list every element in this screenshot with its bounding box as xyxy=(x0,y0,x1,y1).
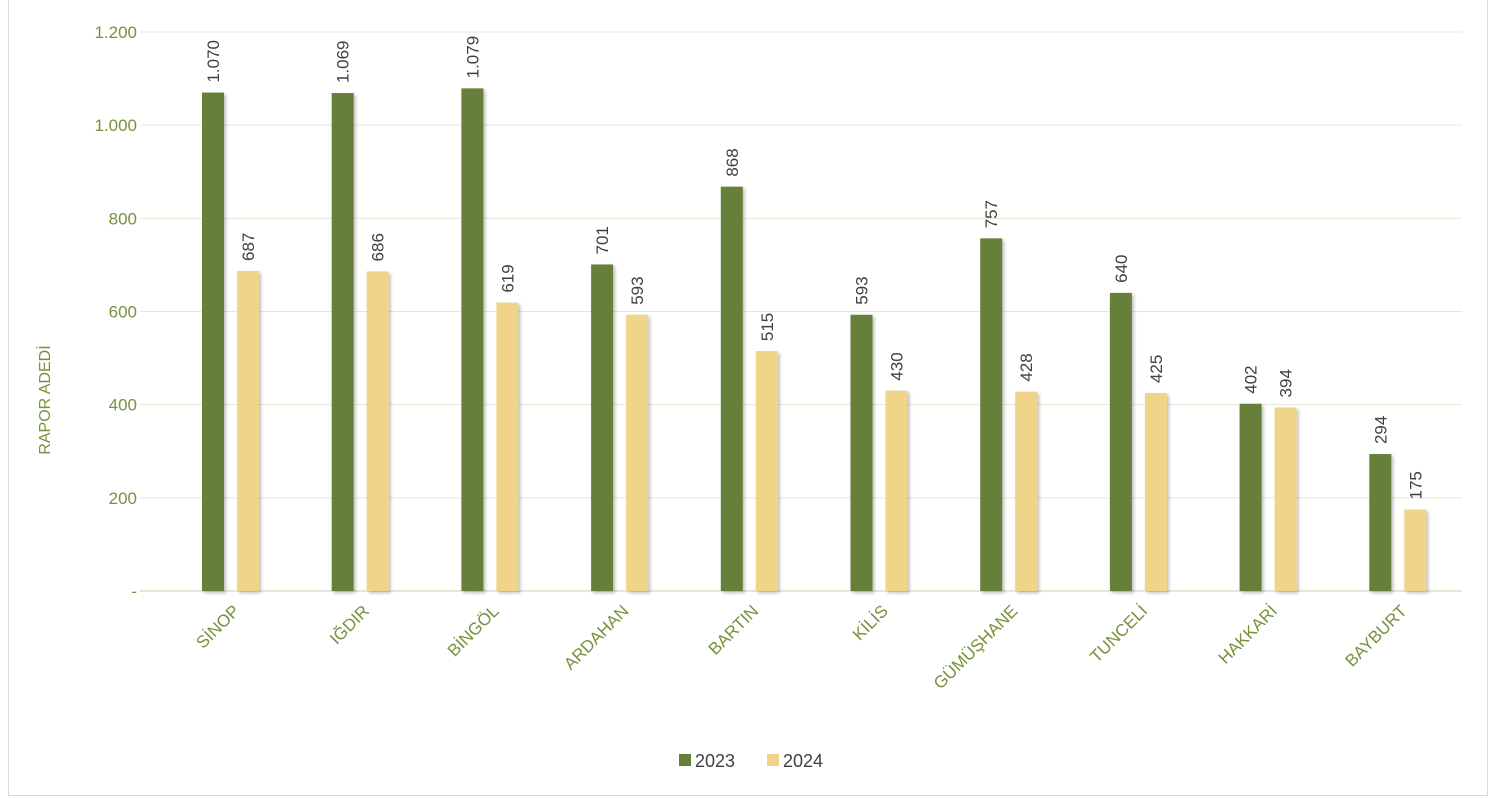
x-tick-label: HAKKARİ xyxy=(1215,601,1281,667)
bar-2024-6 xyxy=(1015,391,1038,591)
bar-2023-9 xyxy=(1369,454,1392,591)
bar-2023-8 xyxy=(1239,403,1262,591)
x-tick-label: ARDAHAN xyxy=(560,601,632,673)
legend-label-2024: 2024 xyxy=(783,751,823,771)
bar-2023-6 xyxy=(980,238,1003,591)
gridlines xyxy=(140,31,1462,592)
bar-2024-7 xyxy=(1144,393,1167,591)
y-tick-label: 400 xyxy=(109,396,137,415)
data-label-2023-3: 701 xyxy=(593,226,612,254)
data-label-2024-9: 175 xyxy=(1406,471,1425,499)
data-label-2024-8: 394 xyxy=(1277,369,1296,397)
data-label-2024-7: 425 xyxy=(1147,355,1166,383)
y-axis-label: RAPOR ADEDİ xyxy=(35,345,54,454)
data-label-2023-6: 757 xyxy=(982,200,1001,228)
legend-swatch-2024 xyxy=(767,754,779,766)
data-label-2023-4: 868 xyxy=(723,148,742,176)
bar-2024-5 xyxy=(885,390,908,591)
data-label-2023-7: 640 xyxy=(1112,254,1131,282)
y-tick-label: 200 xyxy=(109,489,137,508)
data-label-2024-6: 428 xyxy=(1017,353,1036,381)
data-label-2023-9: 294 xyxy=(1371,416,1390,444)
bar-2024-3 xyxy=(626,314,649,591)
legend-swatch-2023 xyxy=(679,754,691,766)
bar-2024-4 xyxy=(755,351,778,591)
y-tick-label: 600 xyxy=(109,303,137,322)
bar-2024-8 xyxy=(1274,407,1297,591)
x-tick-label: BARTIN xyxy=(705,601,762,658)
bar-2023-0 xyxy=(202,92,224,591)
legend: 2023 2024 xyxy=(679,751,823,771)
data-label-2024-4: 515 xyxy=(758,313,777,341)
bar-2023-3 xyxy=(591,264,614,591)
x-tick-label: TUNCELİ xyxy=(1086,601,1151,666)
bar-2024-2 xyxy=(496,302,519,591)
x-tick-label: KİLİS xyxy=(849,601,892,644)
legend-label-2023: 2023 xyxy=(695,751,735,771)
x-tick-label: SİNOP xyxy=(192,601,243,652)
bar-2023-5 xyxy=(850,314,873,591)
x-axis-categories: SİNOP IĞDIR BİNGÖL ARDAHAN BARTIN KİLİS GÜMÜŞH… xyxy=(192,601,1410,693)
y-tick-label: 800 xyxy=(109,209,137,228)
y-axis-ticks: - 200 400 600 800 1.000 1.200 xyxy=(94,23,137,601)
data-label-2023-8: 402 xyxy=(1242,365,1261,393)
bar-2024-0 xyxy=(237,270,259,591)
bar-2023-7 xyxy=(1109,292,1132,591)
x-tick-label: BİNGÖL xyxy=(444,601,503,660)
bar-2023-4 xyxy=(720,186,743,591)
x-tick-label: GÜMÜŞHANE xyxy=(930,601,1022,693)
data-label-2024-5: 430 xyxy=(888,352,907,380)
data-label-2024-1: 686 xyxy=(369,233,388,261)
data-label-2023-1: 1.069 xyxy=(334,40,353,83)
data-label-2023-2: 1.079 xyxy=(463,36,482,79)
y-tick-label: 1.200 xyxy=(94,23,137,42)
bar-2024-1 xyxy=(366,271,389,591)
y-tick-label: - xyxy=(131,582,137,601)
data-labels: 1.070 687 1.069 686 1.079 619 701 593 868 515 593 4… xyxy=(204,36,1425,500)
chart-frame xyxy=(8,0,1488,796)
data-label-2024-0: 687 xyxy=(239,233,258,261)
data-label-2023-5: 593 xyxy=(853,276,872,304)
data-label-2023-0: 1.070 xyxy=(204,40,223,83)
x-tick-label: IĞDIR xyxy=(326,601,373,648)
bar-2023-1 xyxy=(331,93,354,591)
data-label-2024-3: 593 xyxy=(628,276,647,304)
data-label-2024-2: 619 xyxy=(498,264,517,292)
x-tick-label: BAYBURT xyxy=(1342,601,1411,670)
bars xyxy=(202,88,1427,591)
bar-2023-2 xyxy=(461,88,484,591)
y-tick-label: 1.000 xyxy=(94,116,137,135)
bar-2024-9 xyxy=(1404,509,1427,591)
